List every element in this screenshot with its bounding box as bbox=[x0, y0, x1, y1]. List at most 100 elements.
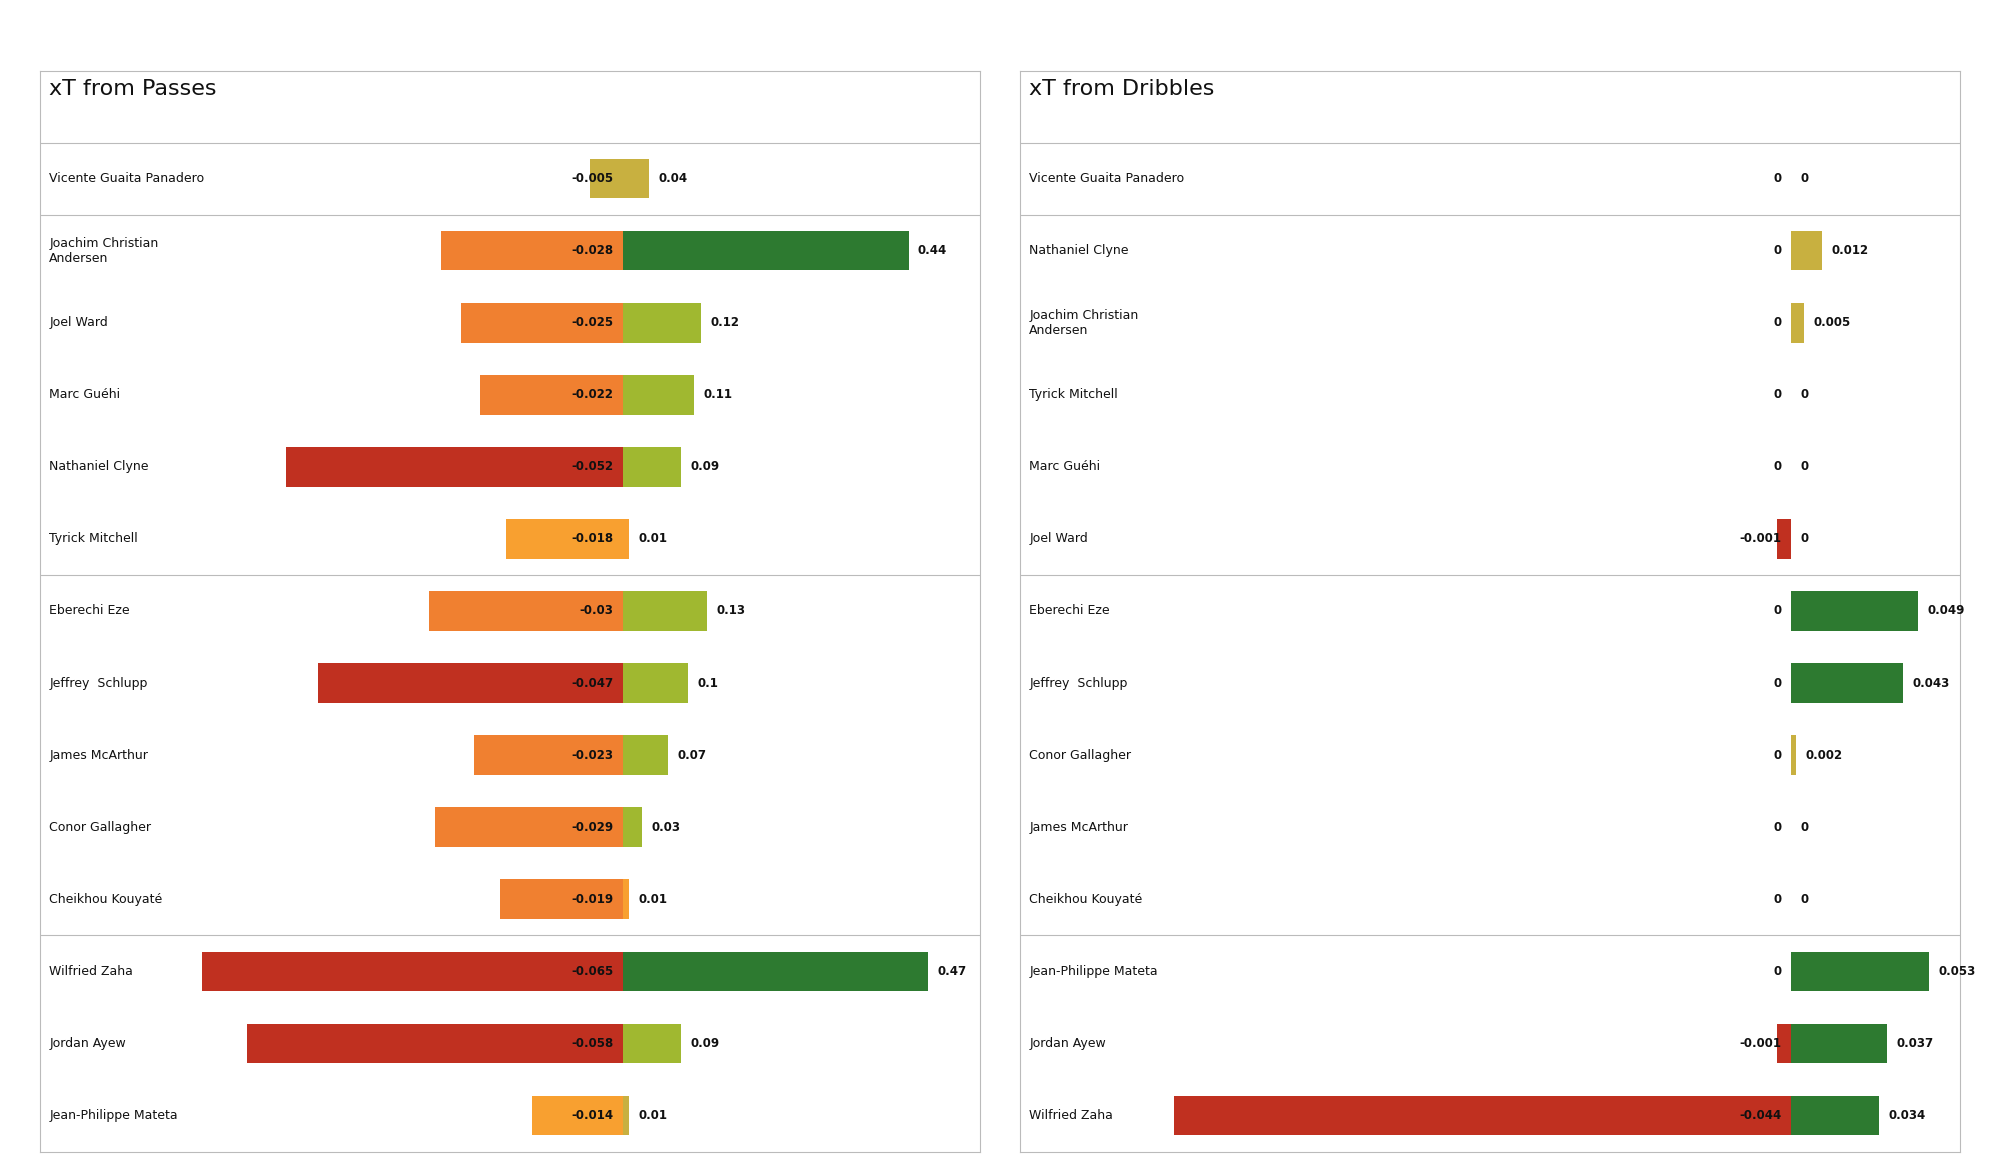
Text: Conor Gallagher: Conor Gallagher bbox=[50, 820, 152, 834]
Text: 0.09: 0.09 bbox=[690, 1036, 720, 1050]
Bar bbox=[248, 1023, 622, 1063]
Bar bbox=[622, 1023, 682, 1063]
Bar bbox=[1174, 1095, 1790, 1135]
Bar bbox=[622, 1095, 630, 1135]
Text: 0: 0 bbox=[1800, 893, 1808, 906]
Text: 0: 0 bbox=[1774, 677, 1782, 690]
Bar bbox=[506, 519, 622, 559]
Bar bbox=[622, 159, 648, 199]
Bar bbox=[1790, 1095, 1880, 1135]
Text: 0: 0 bbox=[1800, 532, 1808, 545]
Text: Eberechi Eze: Eberechi Eze bbox=[1030, 604, 1110, 618]
Text: xT from Passes: xT from Passes bbox=[50, 80, 216, 100]
Text: 0.01: 0.01 bbox=[638, 1109, 668, 1122]
Bar bbox=[1776, 1023, 1790, 1063]
Text: 0.03: 0.03 bbox=[652, 820, 680, 834]
Text: James McArthur: James McArthur bbox=[1030, 820, 1128, 834]
Bar bbox=[460, 303, 622, 343]
Text: 0.01: 0.01 bbox=[638, 893, 668, 906]
Text: -0.028: -0.028 bbox=[572, 244, 614, 257]
Text: Joel Ward: Joel Ward bbox=[1030, 532, 1088, 545]
Text: 0.09: 0.09 bbox=[690, 461, 720, 474]
Text: Nathaniel Clyne: Nathaniel Clyne bbox=[50, 461, 148, 474]
Text: -0.029: -0.029 bbox=[572, 820, 614, 834]
Bar bbox=[286, 446, 622, 486]
Text: 0: 0 bbox=[1774, 244, 1782, 257]
Bar bbox=[590, 159, 622, 199]
Text: 0: 0 bbox=[1800, 820, 1808, 834]
Bar bbox=[622, 663, 688, 703]
Text: James McArthur: James McArthur bbox=[50, 748, 148, 761]
Text: -0.019: -0.019 bbox=[572, 893, 614, 906]
Text: Nathaniel Clyne: Nathaniel Clyne bbox=[1030, 244, 1128, 257]
Text: -0.001: -0.001 bbox=[1740, 1036, 1782, 1050]
Bar bbox=[532, 1095, 622, 1135]
Bar bbox=[622, 807, 642, 847]
Text: Joel Ward: Joel Ward bbox=[50, 316, 108, 329]
Text: 0.04: 0.04 bbox=[658, 172, 688, 186]
Bar bbox=[622, 591, 708, 631]
Bar bbox=[442, 230, 622, 270]
Text: -0.018: -0.018 bbox=[572, 532, 614, 545]
Text: -0.052: -0.052 bbox=[572, 461, 614, 474]
Text: Jean-Philippe Mateta: Jean-Philippe Mateta bbox=[1030, 965, 1158, 978]
Text: 0: 0 bbox=[1774, 965, 1782, 978]
Text: 0.12: 0.12 bbox=[710, 316, 740, 329]
Bar bbox=[622, 952, 928, 992]
Bar bbox=[622, 230, 908, 270]
Text: 0.13: 0.13 bbox=[716, 604, 746, 618]
Text: 0.034: 0.034 bbox=[1888, 1109, 1926, 1122]
Bar bbox=[1776, 519, 1790, 559]
Bar bbox=[1790, 230, 1822, 270]
Text: Wilfried Zaha: Wilfried Zaha bbox=[50, 965, 134, 978]
Bar bbox=[500, 879, 622, 919]
Text: 0.012: 0.012 bbox=[1832, 244, 1868, 257]
Bar bbox=[480, 375, 622, 415]
Bar bbox=[318, 663, 622, 703]
Text: -0.065: -0.065 bbox=[572, 965, 614, 978]
Bar bbox=[622, 519, 630, 559]
Text: -0.005: -0.005 bbox=[572, 172, 614, 186]
Text: 0.005: 0.005 bbox=[1814, 316, 1850, 329]
Text: xT from Dribbles: xT from Dribbles bbox=[1030, 80, 1214, 100]
Bar bbox=[622, 736, 668, 776]
Bar bbox=[436, 807, 622, 847]
Text: Marc Guéhi: Marc Guéhi bbox=[1030, 461, 1100, 474]
Text: Wilfried Zaha: Wilfried Zaha bbox=[1030, 1109, 1114, 1122]
Text: Conor Gallagher: Conor Gallagher bbox=[1030, 748, 1132, 761]
Text: Cheikhou Kouyaté: Cheikhou Kouyaté bbox=[1030, 893, 1142, 906]
Text: -0.001: -0.001 bbox=[1740, 532, 1782, 545]
Text: Tyrick Mitchell: Tyrick Mitchell bbox=[1030, 388, 1118, 402]
Bar bbox=[622, 879, 630, 919]
Text: 0: 0 bbox=[1774, 316, 1782, 329]
Text: Tyrick Mitchell: Tyrick Mitchell bbox=[50, 532, 138, 545]
Bar bbox=[1790, 736, 1796, 776]
Text: Jordan Ayew: Jordan Ayew bbox=[50, 1036, 126, 1050]
Text: 0: 0 bbox=[1774, 172, 1782, 186]
Text: -0.058: -0.058 bbox=[572, 1036, 614, 1050]
Text: 0: 0 bbox=[1800, 461, 1808, 474]
Text: 0.053: 0.053 bbox=[1938, 965, 1976, 978]
Text: 0: 0 bbox=[1774, 461, 1782, 474]
Text: 0.037: 0.037 bbox=[1896, 1036, 1934, 1050]
Text: 0: 0 bbox=[1774, 748, 1782, 761]
Bar bbox=[1790, 303, 1804, 343]
Text: Jeffrey  Schlupp: Jeffrey Schlupp bbox=[1030, 677, 1128, 690]
Text: 0: 0 bbox=[1774, 604, 1782, 618]
Text: 0.043: 0.043 bbox=[1912, 677, 1950, 690]
Bar bbox=[202, 952, 622, 992]
Text: Jeffrey  Schlupp: Jeffrey Schlupp bbox=[50, 677, 148, 690]
Text: Joachim Christian
Andersen: Joachim Christian Andersen bbox=[50, 236, 158, 264]
Bar bbox=[428, 591, 622, 631]
Text: 0: 0 bbox=[1774, 388, 1782, 402]
Text: Cheikhou Kouyaté: Cheikhou Kouyaté bbox=[50, 893, 162, 906]
Bar bbox=[1790, 591, 1918, 631]
Text: Marc Guéhi: Marc Guéhi bbox=[50, 388, 120, 402]
Text: -0.023: -0.023 bbox=[572, 748, 614, 761]
Text: 0.44: 0.44 bbox=[918, 244, 948, 257]
Text: 0.01: 0.01 bbox=[638, 532, 668, 545]
Text: 0: 0 bbox=[1800, 172, 1808, 186]
Bar bbox=[622, 446, 682, 486]
Text: -0.047: -0.047 bbox=[572, 677, 614, 690]
Text: 0: 0 bbox=[1774, 820, 1782, 834]
